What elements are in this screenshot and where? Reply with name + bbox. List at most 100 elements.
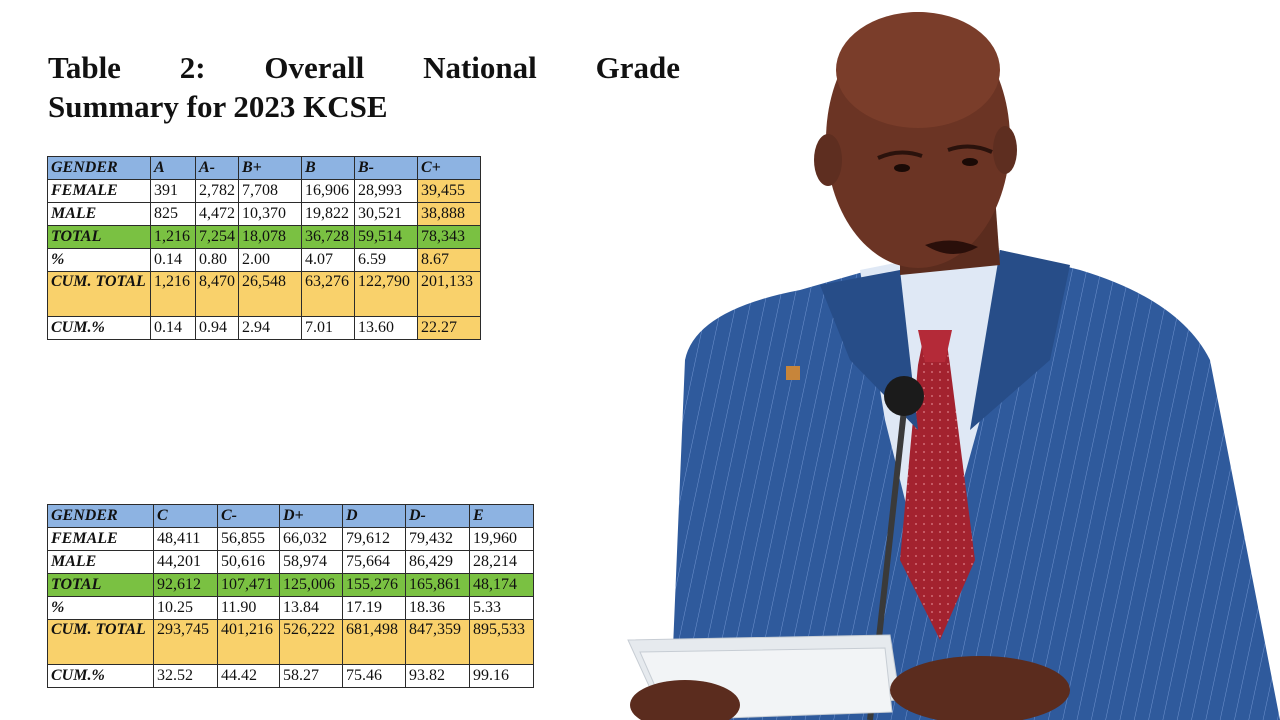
column-header: GENDER bbox=[47, 156, 151, 180]
table-cell: 92,612 bbox=[153, 573, 218, 597]
table-cell: 10,370 bbox=[238, 202, 302, 226]
table-cell: 526,222 bbox=[279, 619, 343, 665]
table-cell: 1,216 bbox=[150, 225, 196, 249]
table-cell: 107,471 bbox=[217, 573, 280, 597]
table-cell: 16,906 bbox=[301, 179, 355, 203]
table-row-cum-percent: CUM.% 0.14 0.94 2.94 7.01 13.60 22.27 bbox=[47, 316, 481, 340]
table-cell: 75.46 bbox=[342, 664, 406, 688]
table-cell: 165,861 bbox=[405, 573, 470, 597]
table-cell: 19,960 bbox=[469, 527, 534, 551]
row-label: % bbox=[47, 596, 154, 620]
table-cell: 13.60 bbox=[354, 316, 418, 340]
table-cell: 48,411 bbox=[153, 527, 218, 551]
table-cell: 66,032 bbox=[279, 527, 343, 551]
table-cell: 39,455 bbox=[417, 179, 481, 203]
speaker-photo bbox=[627, 12, 1280, 720]
table-cell: 18.36 bbox=[405, 596, 470, 620]
table-row-cum-total: CUM. TOTAL 1,216 8,470 26,548 63,276 122… bbox=[47, 271, 481, 317]
title-word: Table bbox=[48, 50, 121, 85]
table-cell: 5.33 bbox=[469, 596, 534, 620]
table-cell: 79,432 bbox=[405, 527, 470, 551]
table-cell: 44,201 bbox=[153, 550, 218, 574]
table-cell: 75,664 bbox=[342, 550, 406, 574]
table-cell: 122,790 bbox=[354, 271, 418, 317]
row-label: FEMALE bbox=[47, 527, 154, 551]
table-row-male: MALE 44,201 50,616 58,974 75,664 86,429 … bbox=[47, 550, 534, 574]
table-cell: 8.67 bbox=[417, 248, 481, 272]
table-cell: 58.27 bbox=[279, 664, 343, 688]
table-row-total: TOTAL 1,216 7,254 18,078 36,728 59,514 7… bbox=[47, 225, 481, 249]
table-cell: 17.19 bbox=[342, 596, 406, 620]
table-cell: 50,616 bbox=[217, 550, 280, 574]
table-cell: 681,498 bbox=[342, 619, 406, 665]
table-header-row: GENDER A A- B+ B B- C+ bbox=[47, 156, 481, 180]
table-cell: 78,343 bbox=[417, 225, 481, 249]
row-label: FEMALE bbox=[47, 179, 151, 203]
row-label: CUM.% bbox=[47, 664, 154, 688]
column-header: C bbox=[153, 504, 218, 528]
table-cell: 125,006 bbox=[279, 573, 343, 597]
table-cell: 79,612 bbox=[342, 527, 406, 551]
column-header: B- bbox=[354, 156, 418, 180]
column-header: D bbox=[342, 504, 406, 528]
table-cell: 6.59 bbox=[354, 248, 418, 272]
table-cell: 7,708 bbox=[238, 179, 302, 203]
table-cell: 8,470 bbox=[195, 271, 239, 317]
table-cell: 155,276 bbox=[342, 573, 406, 597]
table-cell: 10.25 bbox=[153, 596, 218, 620]
table-cell: 847,359 bbox=[405, 619, 470, 665]
table-cell: 18,078 bbox=[238, 225, 302, 249]
table-row-cum-total: CUM. TOTAL 293,745 401,216 526,222 681,4… bbox=[47, 619, 534, 665]
table-cell: 28,993 bbox=[354, 179, 418, 203]
table-header-row: GENDER C C- D+ D D- E bbox=[47, 504, 534, 528]
table-cell: 28,214 bbox=[469, 550, 534, 574]
table-cell: 58,974 bbox=[279, 550, 343, 574]
table-row-total: TOTAL 92,612 107,471 125,006 155,276 165… bbox=[47, 573, 534, 597]
table-cell: 391 bbox=[150, 179, 196, 203]
table-cell: 13.84 bbox=[279, 596, 343, 620]
table-cell: 11.90 bbox=[217, 596, 280, 620]
table-cell: 32.52 bbox=[153, 664, 218, 688]
column-header: D+ bbox=[279, 504, 343, 528]
row-label: MALE bbox=[47, 202, 151, 226]
table-cell: 4.07 bbox=[301, 248, 355, 272]
row-label: MALE bbox=[47, 550, 154, 574]
column-header: GENDER bbox=[47, 504, 154, 528]
title-word: National bbox=[423, 50, 537, 85]
column-header: D- bbox=[405, 504, 470, 528]
table-row-female: FEMALE 48,411 56,855 66,032 79,612 79,43… bbox=[47, 527, 534, 551]
grade-table-1: GENDER A A- B+ B B- C+ FEMALE 391 2,782 … bbox=[47, 156, 481, 340]
table-cell: 26,548 bbox=[238, 271, 302, 317]
table-cell: 201,133 bbox=[417, 271, 481, 317]
table-row-cum-percent: CUM.% 32.52 44.42 58.27 75.46 93.82 99.1… bbox=[47, 664, 534, 688]
table-row-percent: % 10.25 11.90 13.84 17.19 18.36 5.33 bbox=[47, 596, 534, 620]
table-cell: 1,216 bbox=[150, 271, 196, 317]
table-cell: 401,216 bbox=[217, 619, 280, 665]
table-cell: 2.94 bbox=[238, 316, 302, 340]
speaker-figure bbox=[627, 12, 1280, 720]
table-row-male: MALE 825 4,472 10,370 19,822 30,521 38,8… bbox=[47, 202, 481, 226]
table-cell: 895,533 bbox=[469, 619, 534, 665]
table-cell: 825 bbox=[150, 202, 196, 226]
title-line-2: Summary for 2023 KCSE bbox=[48, 89, 388, 124]
table-cell: 22.27 bbox=[417, 316, 481, 340]
document-title: Table 2: Overall National Grade Summary … bbox=[48, 48, 680, 126]
table-cell: 0.94 bbox=[195, 316, 239, 340]
row-label: % bbox=[47, 248, 151, 272]
table-cell: 99.16 bbox=[469, 664, 534, 688]
title-word: 2: bbox=[179, 50, 206, 85]
table-cell: 0.14 bbox=[150, 316, 196, 340]
row-label: CUM. TOTAL bbox=[47, 619, 154, 665]
table-cell: 7,254 bbox=[195, 225, 239, 249]
table-cell: 2.00 bbox=[238, 248, 302, 272]
table-cell: 36,728 bbox=[301, 225, 355, 249]
column-header: C- bbox=[217, 504, 280, 528]
table-cell: 4,472 bbox=[195, 202, 239, 226]
table-row-female: FEMALE 391 2,782 7,708 16,906 28,993 39,… bbox=[47, 179, 481, 203]
row-label: TOTAL bbox=[47, 225, 151, 249]
table-cell: 56,855 bbox=[217, 527, 280, 551]
column-header: A- bbox=[195, 156, 239, 180]
row-label: CUM. TOTAL bbox=[47, 271, 151, 317]
title-word: Overall bbox=[264, 50, 365, 85]
table-cell: 0.14 bbox=[150, 248, 196, 272]
